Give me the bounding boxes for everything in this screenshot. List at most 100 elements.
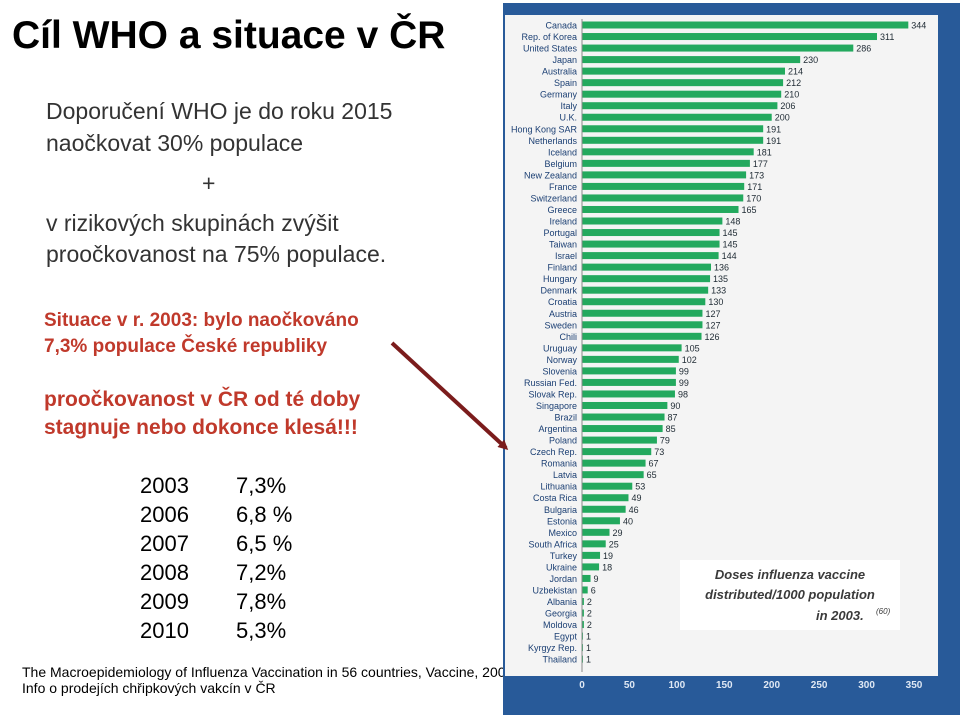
bar <box>582 309 703 317</box>
vaccine-doses-chart: Canada 344 Rep. of Korea 311 United States 28… <box>503 3 960 715</box>
bar-value-label: 200 <box>775 113 790 123</box>
bar-value-label: 2 <box>587 609 592 619</box>
vaccination-years-column: 2003 2006 2007 2008 2009 2010 <box>140 473 189 647</box>
bar <box>582 159 750 167</box>
bar <box>582 205 739 213</box>
bar-value-label: 49 <box>631 493 641 503</box>
category-label: Hungary <box>543 274 578 284</box>
bar-value-label: 181 <box>757 147 772 157</box>
bar <box>582 148 754 156</box>
bar-value-label: 67 <box>649 459 659 469</box>
bar <box>582 390 675 398</box>
bar-value-label: 102 <box>682 355 697 365</box>
bar-value-label: 19 <box>603 551 613 561</box>
bar <box>582 252 719 260</box>
category-label: Spain <box>554 78 577 88</box>
citations: The Macroepidemiology of Influenza Vacci… <box>22 664 513 696</box>
bar-value-label: 1 <box>586 643 591 653</box>
bar <box>582 528 610 536</box>
category-label: Costa Rica <box>533 493 577 503</box>
category-label: Estonia <box>547 516 577 526</box>
bar-value-label: 46 <box>629 505 639 515</box>
bar-value-label: 9 <box>594 574 599 584</box>
rate-year: 2010 <box>140 618 189 643</box>
category-label: Switzerland <box>530 193 577 203</box>
bar <box>582 136 764 144</box>
bar <box>582 102 778 110</box>
bar-value-label: 311 <box>880 32 894 42</box>
bar-value-label: 136 <box>714 263 729 273</box>
category-label: Rep. of Korea <box>521 32 577 42</box>
bar <box>582 448 652 456</box>
rate-year: 2008 <box>140 560 189 585</box>
bar <box>582 182 745 190</box>
bar-value-label: 206 <box>780 101 795 111</box>
category-label: Jordan <box>549 574 577 584</box>
category-label: Israel <box>555 251 577 261</box>
bar <box>582 344 682 352</box>
bar <box>582 505 626 513</box>
category-label: Uzbekistan <box>532 585 577 595</box>
bar-value-label: 144 <box>722 251 737 261</box>
bar-value-label: 90 <box>670 401 680 411</box>
category-label: Slovak Rep. <box>528 389 577 399</box>
situation-2003-line: Situace v r. 2003: bylo naočkováno <box>44 310 359 331</box>
category-label: Netherlands <box>528 136 577 146</box>
bar <box>582 355 679 363</box>
citation-line: Info o prodejích chřipkových vakcín v ČR <box>22 680 276 696</box>
slide-title: Cíl WHO a situace v ČR <box>12 14 446 57</box>
bar <box>582 286 709 294</box>
bar-value-label: 105 <box>685 343 700 353</box>
who-recommendation-line: proočkovanost na 75% populace. <box>46 241 387 267</box>
rate-value: 7,3% <box>236 473 287 498</box>
bar-value-label: 145 <box>723 240 738 250</box>
stagnation-line: proočkovanost v ČR od té doby <box>44 388 361 411</box>
bar-value-label: 73 <box>654 447 664 457</box>
bar <box>582 563 600 571</box>
situation-2003-line: 7,3% populace České republiky <box>44 336 328 357</box>
bar <box>582 79 784 87</box>
bar <box>582 482 633 490</box>
rate-year: 2006 <box>140 502 189 527</box>
bar-value-label: 177 <box>753 159 768 169</box>
who-recommendation-line: v rizikových skupinách zvýšit <box>46 210 339 236</box>
bar <box>582 240 720 248</box>
category-label: Argentina <box>538 424 577 434</box>
bar-value-label: 1 <box>586 632 591 642</box>
x-tick-label: 50 <box>624 680 636 691</box>
category-label: Ukraine <box>546 562 577 572</box>
bar-value-label: 1 <box>586 655 591 665</box>
category-label: U.K. <box>559 113 577 123</box>
bar <box>582 494 629 502</box>
bar-value-label: 79 <box>660 436 670 446</box>
arrow-line <box>390 341 509 451</box>
bar <box>582 275 711 283</box>
bar <box>582 90 782 98</box>
category-label: Italy <box>560 101 577 111</box>
bar <box>582 551 601 559</box>
bar <box>582 321 703 329</box>
bar-value-label: 173 <box>749 170 764 180</box>
rate-value: 5,3% <box>236 618 287 643</box>
bar <box>582 217 723 225</box>
category-label: Norway <box>546 355 577 365</box>
bar-value-label: 130 <box>708 297 723 307</box>
plus-sign: + <box>202 170 216 196</box>
bar <box>582 609 584 617</box>
category-label: Romania <box>541 459 577 469</box>
category-label: Taiwan <box>549 240 577 250</box>
rate-value: 6,5 % <box>236 531 293 556</box>
bar-value-label: 2 <box>587 597 592 607</box>
bar-value-label: 40 <box>623 516 633 526</box>
category-label: United States <box>523 44 578 54</box>
vaccination-rates-column: 7,3% 6,8 % 6,5 % 7,2% 7,8% 5,3% <box>236 473 292 647</box>
category-label: Finland <box>547 263 577 273</box>
category-label: Poland <box>549 436 577 446</box>
category-label: Croatia <box>548 297 577 307</box>
bar-value-label: 230 <box>803 55 818 65</box>
category-label: Denmark <box>540 286 577 296</box>
bar <box>582 436 657 444</box>
category-label: Latvia <box>553 470 577 480</box>
bar <box>582 367 676 375</box>
